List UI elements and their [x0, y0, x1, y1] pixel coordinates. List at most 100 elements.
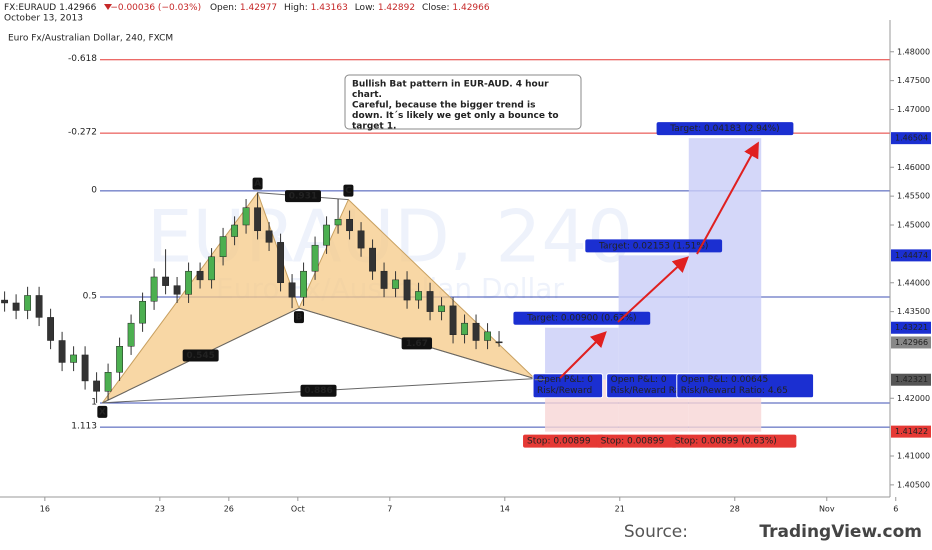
candle-body — [265, 230, 273, 243]
y-tick-label: 1.44000 — [897, 278, 930, 287]
pnl-label: Open P&L: 0.00645 — [681, 375, 768, 385]
candle-body — [1, 299, 9, 304]
ratio-label: 0.931 — [289, 192, 317, 202]
price-badge — [891, 425, 931, 438]
price-badge-label: 1.46504 — [895, 134, 928, 143]
stop-label: Stop: 0.00899 — [527, 437, 591, 447]
candle-body — [58, 340, 66, 363]
fib-label: 1.113 — [71, 422, 97, 432]
candle-body — [173, 285, 181, 295]
candle-body — [323, 224, 330, 246]
candle-body — [208, 256, 215, 281]
price-badge — [891, 249, 931, 262]
candle-body — [277, 242, 284, 284]
target-zone — [545, 327, 619, 380]
low-label: Low: — [355, 3, 375, 13]
candle-body — [150, 276, 158, 302]
y-tick-label: 1.46000 — [897, 163, 930, 172]
low-value: 1.42892 — [378, 3, 415, 13]
arrow — [559, 331, 607, 379]
annotation-line: Bullish Bat pattern in EUR-AUD. 4 hour — [352, 80, 549, 90]
candle-body — [162, 276, 169, 286]
stop-label: Stop: 0.00899 (0.63%) — [675, 437, 777, 447]
x-tick-label: Nov — [819, 505, 835, 514]
target-label: Target: 0.00900 (0.63%) — [526, 314, 636, 324]
x-tick-label: 23 — [155, 505, 165, 514]
price-badge-label: 1.41422 — [895, 427, 928, 436]
price-badge — [891, 373, 931, 386]
target-label: Target: 0.02153 (1.51%) — [598, 241, 708, 251]
y-tick-label: 1.43500 — [897, 307, 930, 316]
close-label: Close: — [422, 3, 450, 13]
down-triangle — [104, 4, 112, 10]
candle-body — [196, 270, 204, 281]
y-tick-label: 1.47000 — [897, 105, 930, 114]
source-brand: TradingView.com — [759, 522, 922, 542]
stop-label: Stop: 0.00899 — [601, 437, 665, 447]
ratio-label: 1.67 — [406, 339, 428, 349]
y-tick-label: 1.47500 — [897, 76, 930, 85]
pnl-label: Open P&L: 0 — [537, 375, 593, 385]
candle-body — [346, 218, 353, 232]
y-tick-label: 1.45000 — [897, 221, 930, 230]
candle-body — [81, 354, 89, 382]
candle-body — [311, 244, 319, 272]
ratio-label-bg — [401, 337, 433, 350]
pnl-label: Open P&L: 0 — [611, 375, 667, 385]
fib-label: -0.618 — [68, 54, 97, 64]
change: −0.00036 (−0.03%) — [110, 3, 201, 13]
pnl-label: Risk/Reward Ratio: 4.65 — [681, 386, 788, 396]
candle-body — [93, 380, 101, 392]
candle-body — [219, 236, 227, 258]
candle-body — [127, 322, 135, 347]
fib-label: 1 — [91, 398, 97, 408]
candle-body — [380, 270, 388, 289]
x-tick-label: 7 — [387, 505, 392, 514]
symbol: FX:EURAUD — [4, 3, 56, 13]
price-badge-label: 1.42966 — [895, 338, 928, 347]
subtitle: Euro Fx/Australian Dollar, 240, FXCM — [8, 34, 173, 44]
stop-label-bg — [670, 434, 797, 448]
target-label-bg — [656, 122, 794, 136]
candle-body — [369, 247, 376, 272]
date: October 13, 2013 — [4, 14, 83, 24]
ratio-label: 0.545 — [186, 351, 214, 361]
candle-body — [334, 218, 342, 226]
point-label-bg — [343, 184, 354, 197]
candle-body — [231, 224, 238, 237]
plot: -0.618 -0.272 0 0.5 1 1.113 Target: 0.00900 (0… — [1, 54, 890, 448]
point-label: X — [99, 407, 106, 417]
annotation-line: target 1. — [352, 122, 396, 132]
y-tick-label: 1.41000 — [897, 451, 930, 460]
point-label-bg — [252, 177, 263, 190]
candle-body — [12, 302, 20, 311]
price-badge-label: 1.44474 — [895, 251, 928, 260]
stop-label-bg — [596, 434, 678, 448]
y-tick-label: 1.40500 — [897, 480, 930, 489]
y-tick-label: 1.42000 — [897, 394, 930, 403]
pnl-label: Risk/Reward Ra — [611, 386, 681, 396]
candle-body — [415, 291, 422, 301]
last-price: 1.42966 — [59, 3, 96, 13]
open-value: 1.42977 — [240, 3, 277, 13]
point-label: C — [345, 186, 352, 196]
pnl-label-bg — [676, 373, 815, 399]
open-label: Open: — [210, 3, 237, 13]
candle-body — [24, 295, 32, 311]
close-value: 1.42966 — [452, 3, 489, 13]
stop-label-bg — [523, 434, 604, 448]
target-label: Target: 0.04183 (2.94%) — [669, 124, 779, 134]
x-tick-label: 14 — [500, 505, 510, 514]
candle-body — [139, 300, 146, 324]
ratio-label-bg — [182, 349, 219, 362]
x-tick-label: 21 — [615, 505, 625, 514]
x-tick-label: 16 — [40, 505, 50, 514]
candle-body — [438, 305, 445, 312]
fib-label: 0.5 — [83, 291, 97, 301]
candle-body — [254, 207, 261, 232]
target-label-bg — [513, 311, 651, 325]
price-badge-label: 1.42321 — [895, 375, 928, 384]
x-tick-label: Oct — [291, 505, 305, 514]
candle-body — [495, 341, 503, 344]
